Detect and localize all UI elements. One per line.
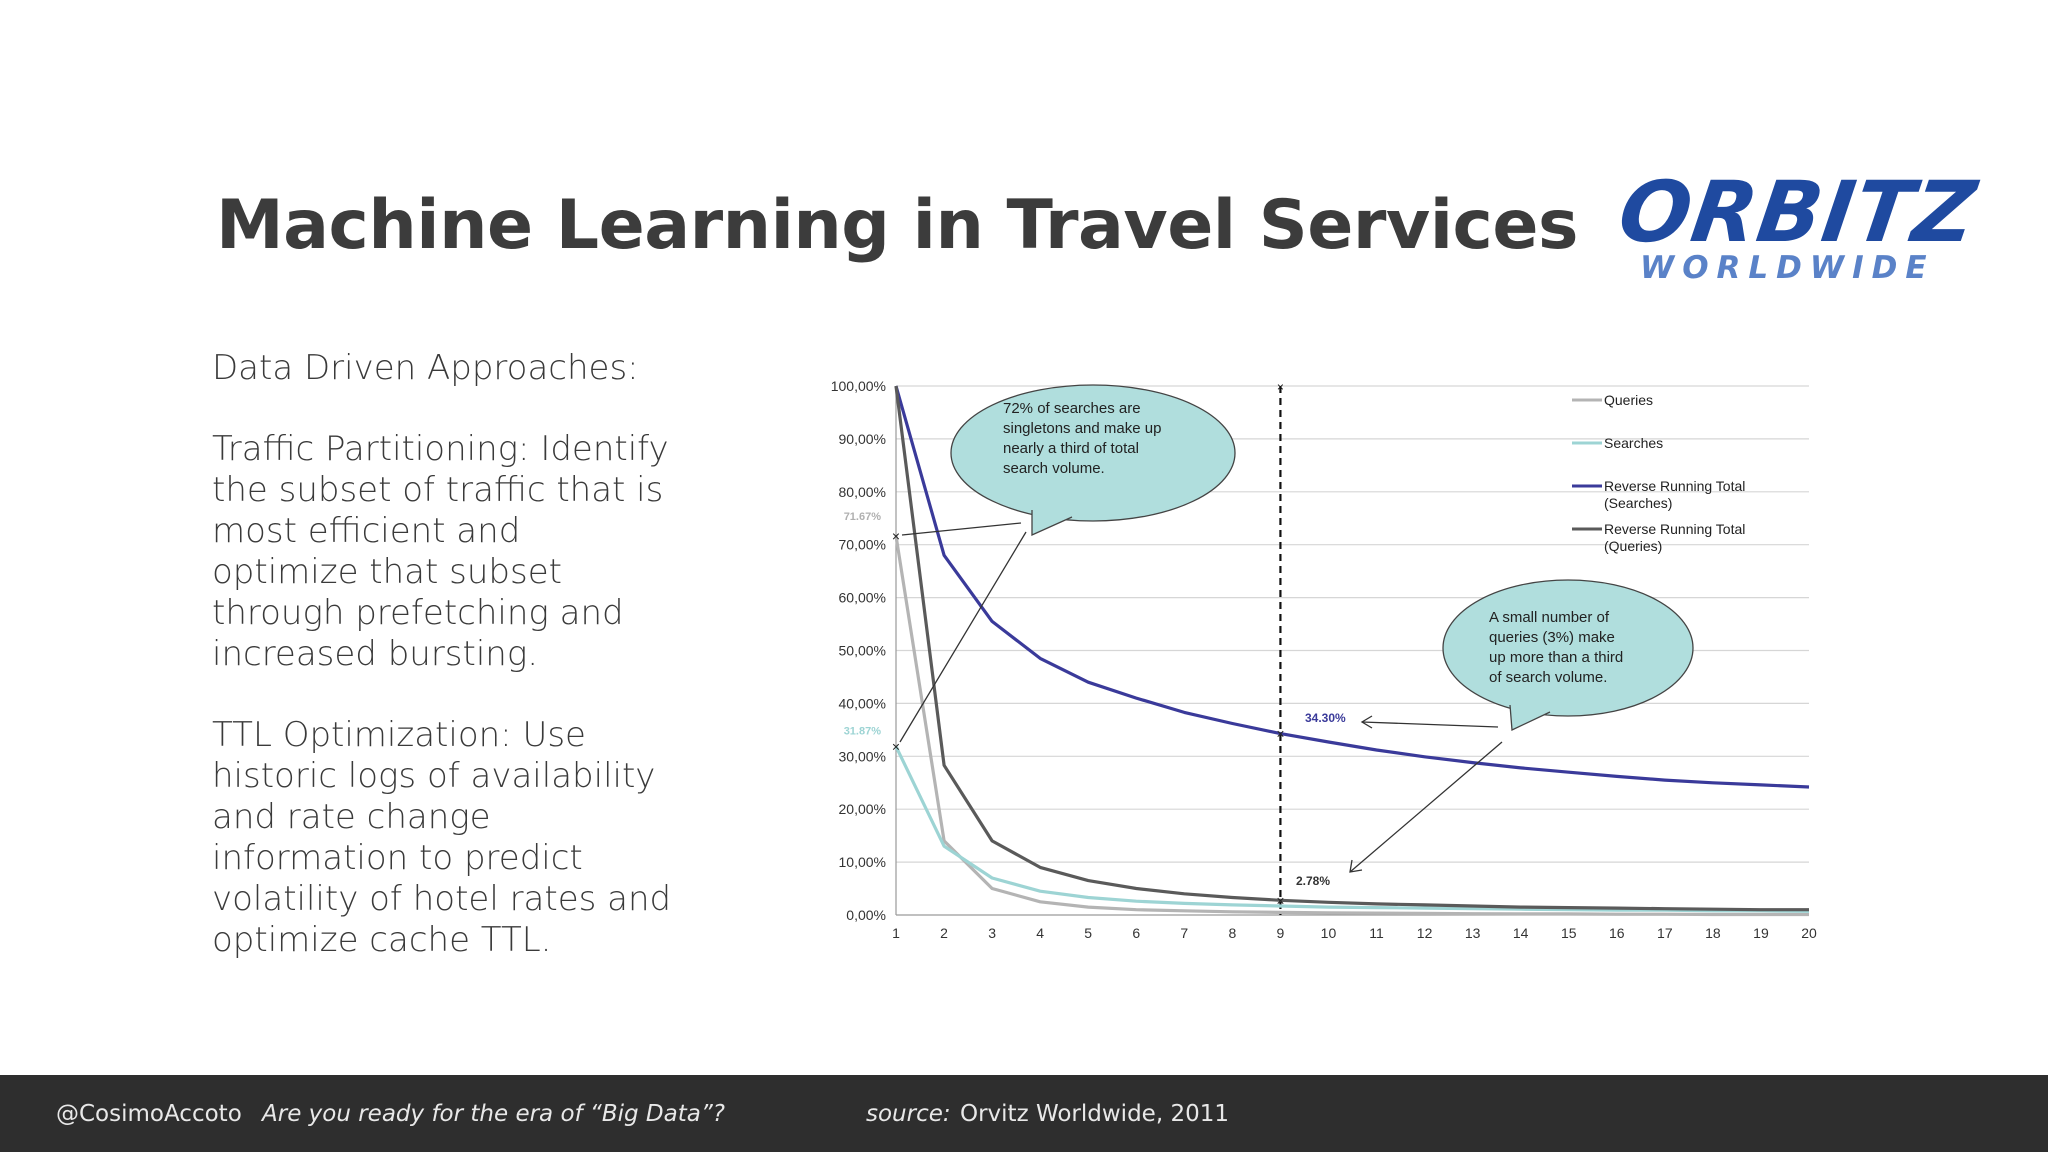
logo-wordmark: ORBITZ — [1613, 163, 1983, 261]
x-tick-label: 2 — [940, 925, 948, 941]
callout-tail-queries — [1509, 704, 1551, 731]
callout-text-singletons: 72% of searches are — [1003, 400, 1141, 417]
y-tick-label: 10,00% — [839, 854, 886, 870]
legend-label: Searches — [1604, 435, 1663, 451]
marker-rrt-queries-9: × — [1276, 892, 1284, 908]
y-tick-label: 70,00% — [839, 537, 886, 553]
x-tick-label: 19 — [1753, 925, 1769, 941]
bullet-heading: Data Driven Approaches: — [212, 348, 639, 388]
footer-tagline: Are you ready for the era of “Big Data”? — [262, 1101, 725, 1127]
label-rrt-queries-9: 2.78% — [1296, 874, 1330, 888]
callout-text-singletons: nearly a third of total — [1003, 440, 1139, 457]
arrow-to-queries-start — [901, 522, 1022, 536]
bullet-list: Data Driven Approaches: Traffic Partitio… — [212, 348, 672, 1001]
x-tick-label: 8 — [1228, 925, 1236, 941]
footer-bar: @CosimoAccoto Are you ready for the era … — [0, 1075, 2048, 1152]
footer-handle: @CosimoAccoto — [56, 1101, 242, 1127]
logo-subtitle: WORLDWIDE — [1640, 250, 1935, 286]
y-tick-label: 30,00% — [839, 748, 886, 764]
x-tick-label: 4 — [1036, 925, 1044, 941]
x-tick-label: 7 — [1180, 925, 1188, 941]
x-tick-label: 18 — [1705, 925, 1721, 941]
callout-bubble-singletons — [950, 384, 1236, 522]
y-tick-label: 20,00% — [839, 801, 886, 817]
y-tick-label: 80,00% — [839, 484, 886, 500]
arrow-to-searches-start — [899, 531, 1027, 743]
x-tick-label: 13 — [1465, 925, 1481, 941]
y-tick-label: 60,00% — [839, 590, 886, 606]
x-tick-label: 11 — [1369, 925, 1384, 941]
callout-bubble-queries — [1442, 579, 1694, 717]
x-tick-label: 15 — [1561, 925, 1577, 941]
callout-text-queries: of search volume. — [1489, 669, 1607, 686]
marker-queries-start: × — [892, 528, 900, 544]
x-tick-label: 3 — [988, 925, 996, 941]
x-tick-label: 6 — [1132, 925, 1140, 941]
y-tick-label: 50,00% — [839, 643, 886, 659]
y-tick-label: 0,00% — [846, 907, 886, 923]
series-line-reverse-running-total-queries- — [894, 385, 1809, 912]
label-searches-start: 31.87% — [844, 725, 882, 737]
x-tick-label: 12 — [1417, 925, 1433, 941]
orbitz-logo: ORBITZ WORLDWIDE — [1613, 163, 1982, 300]
callout-text-queries: up more than a third — [1489, 649, 1623, 666]
reference-line-marker: × — [1277, 380, 1284, 394]
label-queries-start: 71.67% — [844, 511, 882, 523]
line-chart: 0,00% 10,00% 20,00% 30,00% 40,00% 50,00% 60,00… — [831, 378, 1817, 941]
callout-tail-singletons — [1031, 510, 1073, 537]
x-tick-label: 14 — [1513, 925, 1529, 941]
x-tick-label: 17 — [1657, 925, 1673, 941]
x-tick-label: 1 — [892, 925, 900, 941]
series-line-searches — [894, 745, 1810, 913]
x-tick-label: 20 — [1801, 925, 1817, 941]
x-tick-label: 16 — [1609, 925, 1625, 941]
bullet-ttl-optimization: TTL Optimization: Use historic logs of a… — [212, 715, 672, 960]
y-tick-label: 90,00% — [839, 431, 886, 447]
callout-text-queries: queries (3%) make — [1489, 629, 1615, 646]
y-tick-label: 100,00% — [831, 378, 886, 394]
x-tick-label: 5 — [1084, 925, 1092, 941]
marker-rrt-searches-9: × — [1276, 726, 1284, 742]
footer-source-text: Orvitz Worldwide, 2011 — [960, 1101, 1229, 1127]
legend-label: Reverse Running Total — [1604, 521, 1745, 537]
x-tick-label: 9 — [1277, 925, 1285, 941]
legend-label: Reverse Running Total — [1604, 478, 1745, 494]
x-tick-label: 10 — [1321, 925, 1337, 941]
bullet-traffic-partitioning: Traffic Partitioning: Identify the subse… — [212, 429, 669, 674]
callout-text-singletons: search volume. — [1003, 460, 1105, 477]
marker-searches-start: × — [892, 738, 900, 754]
series-line-queries — [894, 535, 1809, 917]
legend-label: Queries — [1604, 392, 1653, 408]
slide-title: Machine Learning in Travel Services — [216, 186, 1578, 265]
series-line-reverse-running-total-searches- — [894, 385, 1810, 789]
legend-label-suffix: (Queries) — [1604, 538, 1662, 554]
legend-label-suffix: (Searches) — [1604, 495, 1672, 511]
arrowhead-rrt-searches — [1360, 715, 1373, 729]
callout-text-singletons: singletons and make up — [1003, 420, 1161, 437]
arrow-to-rrt-searches — [1361, 721, 1499, 728]
callout-text-queries: A small number of — [1489, 609, 1610, 626]
label-rrt-searches-9: 34.30% — [1305, 711, 1346, 725]
arrow-to-rrt-queries — [1349, 741, 1503, 873]
footer-source-label: source: — [866, 1101, 951, 1127]
arrowhead-rrt-queries — [1349, 859, 1363, 873]
y-tick-label: 40,00% — [839, 695, 886, 711]
